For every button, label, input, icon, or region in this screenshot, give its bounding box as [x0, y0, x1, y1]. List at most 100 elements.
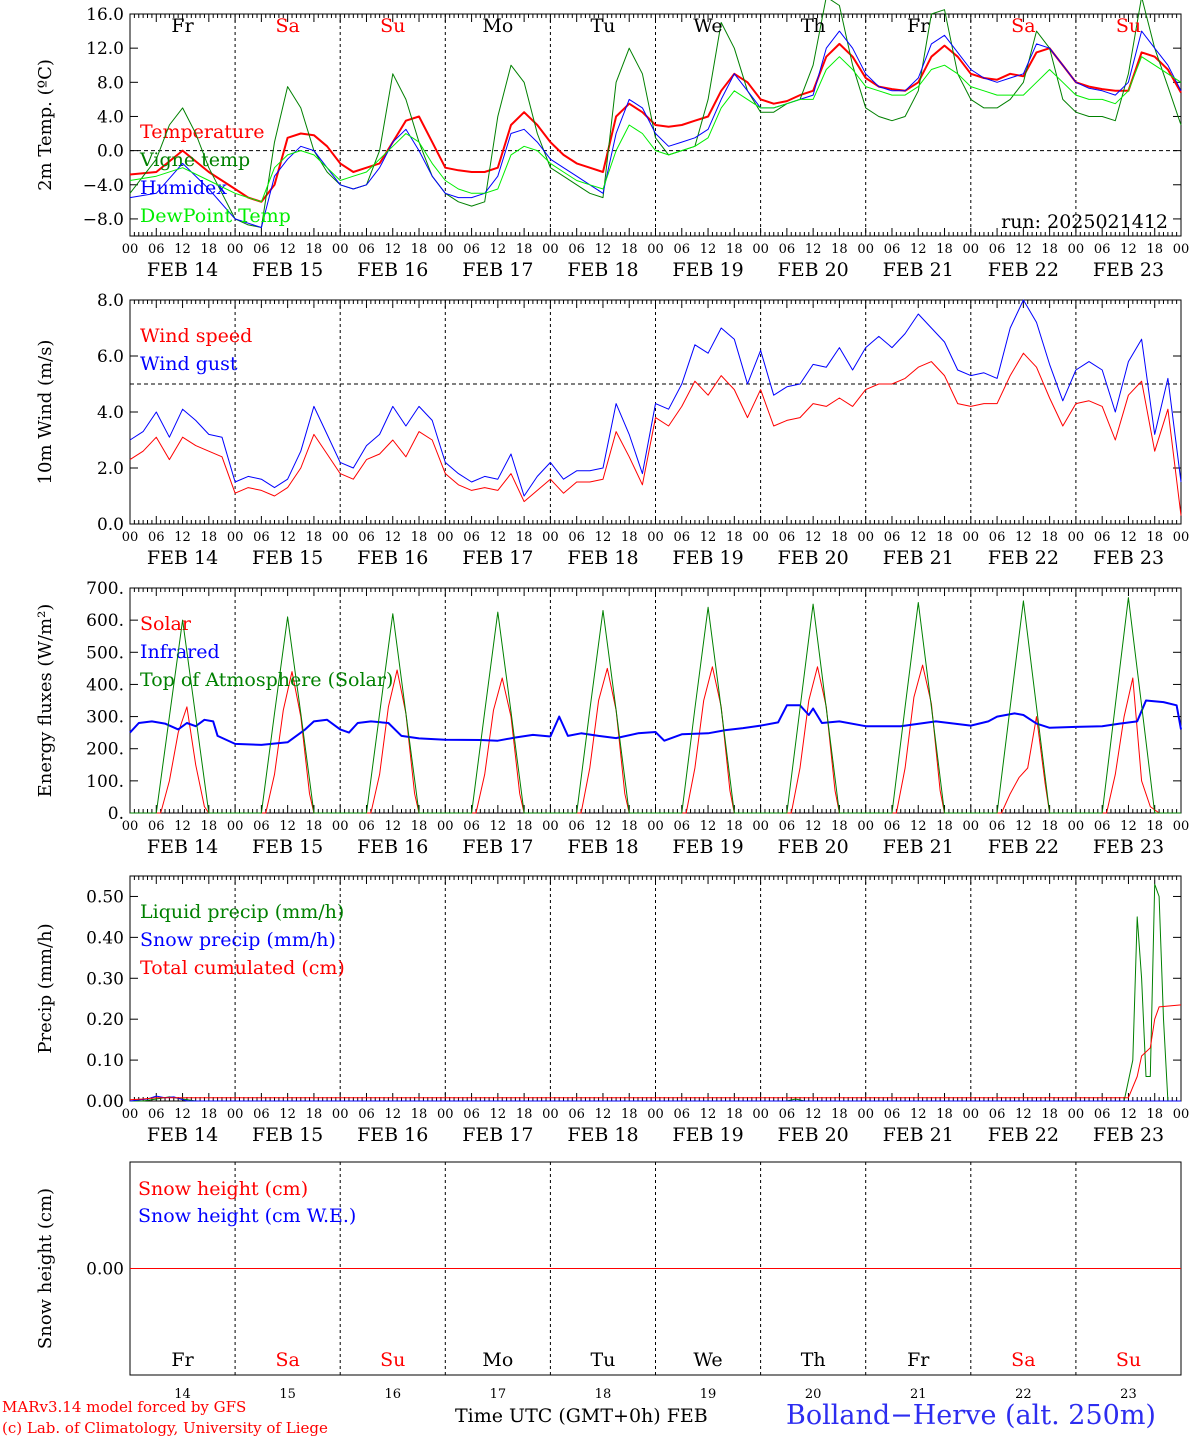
date-label: FEB 15 — [252, 547, 323, 569]
hour-tick-label: 12 — [910, 530, 927, 545]
hour-tick-label: 00 — [1173, 530, 1190, 545]
date-label: FEB 14 — [147, 836, 218, 858]
y-tick-label: 0.40 — [86, 928, 124, 948]
hour-tick-label: 18 — [411, 530, 428, 545]
date-label: FEB 21 — [883, 836, 954, 858]
series-line — [129, 42, 1182, 203]
day-number-label: 14 — [174, 1387, 191, 1402]
day-number-label: 20 — [805, 1387, 822, 1402]
hour-tick-label: 06 — [884, 819, 901, 834]
y-axis-label: Energy fluxes (W/m²) — [35, 604, 56, 798]
hour-tick-label: 06 — [463, 530, 480, 545]
hour-tick-label: 18 — [621, 1107, 638, 1122]
y-axis-label: Precip (mm/h) — [35, 923, 56, 1053]
legend-entry: Total cumulated (cm) — [140, 957, 345, 979]
hour-tick-label: 06 — [253, 1107, 270, 1122]
hour-tick-label: 06 — [989, 530, 1006, 545]
date-label: FEB 22 — [988, 547, 1059, 569]
y-axis-label: 2m Temp. (ºC) — [35, 59, 56, 191]
hour-tick-label: 18 — [411, 1107, 428, 1122]
hour-tick-label: 06 — [358, 530, 375, 545]
hour-tick-label: 12 — [700, 1107, 717, 1122]
day-number-label: 15 — [279, 1387, 296, 1402]
hour-tick-label: 00 — [857, 819, 874, 834]
hour-tick-label: 06 — [358, 242, 375, 257]
hour-tick-label: 12 — [174, 819, 191, 834]
hour-tick-label: 12 — [1015, 1107, 1032, 1122]
y-tick-label: 4.0 — [97, 107, 124, 127]
y-tick-label: 0. — [108, 804, 124, 824]
hour-tick-label: 00 — [542, 242, 559, 257]
hour-tick-label: 18 — [201, 242, 218, 257]
date-label: FEB 14 — [147, 1124, 218, 1146]
hour-tick-label: 06 — [358, 1107, 375, 1122]
legend-entry: Vigne temp — [139, 149, 250, 171]
hour-tick-label: 00 — [332, 1107, 349, 1122]
hour-tick-label: 12 — [700, 530, 717, 545]
series-line — [129, 352, 1182, 516]
hour-tick-label: 00 — [227, 530, 244, 545]
hour-tick-label: 12 — [700, 819, 717, 834]
series-line — [129, 1004, 1182, 1101]
date-label: FEB 17 — [462, 836, 533, 858]
weekday-label: Sa — [1011, 15, 1035, 37]
y-tick-label: 4.0 — [97, 403, 124, 423]
hour-tick-label: 18 — [831, 1107, 848, 1122]
y-tick-label: −4.0 — [83, 176, 124, 196]
weekday-label: Su — [1116, 1349, 1141, 1371]
date-label: FEB 21 — [883, 547, 954, 569]
hour-tick-label: 18 — [726, 1107, 743, 1122]
legend-entry: Snow height (cm) — [138, 1178, 308, 1200]
hour-tick-label: 00 — [542, 819, 559, 834]
y-tick-label: 400. — [86, 675, 124, 695]
hour-tick-label: 12 — [490, 819, 507, 834]
date-label: FEB 20 — [778, 547, 849, 569]
hour-tick-label: 18 — [1041, 819, 1058, 834]
legend-entry: Liquid precip (mm/h) — [140, 901, 344, 923]
weekday-label: Fr — [907, 1349, 930, 1371]
legend-entry: Temperature — [140, 121, 264, 143]
date-label: FEB 16 — [357, 259, 428, 281]
hour-tick-label: 12 — [910, 242, 927, 257]
weekday-label: Sa — [1011, 1349, 1035, 1371]
date-label: FEB 21 — [883, 259, 954, 281]
date-label: FEB 23 — [1093, 1124, 1164, 1146]
station-title: Bolland−Herve (alt. 250m) — [786, 1400, 1156, 1431]
hour-tick-label: 12 — [805, 819, 822, 834]
hour-tick-label: 12 — [384, 1107, 401, 1122]
y-tick-label: 500. — [86, 643, 124, 663]
series-line — [129, 699, 1182, 746]
hour-tick-label: 18 — [306, 819, 323, 834]
hour-tick-label: 12 — [1015, 530, 1032, 545]
y-tick-label: −8.0 — [83, 210, 124, 230]
y-tick-label: 8.0 — [97, 73, 124, 93]
hour-tick-label: 00 — [963, 530, 980, 545]
hour-tick-label: 18 — [306, 530, 323, 545]
hour-tick-label: 18 — [1146, 819, 1163, 834]
plot-frame — [129, 299, 1182, 525]
date-label: FEB 22 — [988, 836, 1059, 858]
day-number-label: 16 — [384, 1387, 401, 1402]
hour-tick-label: 06 — [148, 530, 165, 545]
hour-tick-label: 18 — [516, 1107, 533, 1122]
hour-tick-label: 00 — [227, 819, 244, 834]
hour-tick-label: 12 — [1015, 819, 1032, 834]
hour-tick-label: 12 — [384, 242, 401, 257]
day-number-label: 19 — [700, 1387, 717, 1402]
weekday-label: Tu — [590, 15, 615, 37]
day-number-label: 18 — [595, 1387, 612, 1402]
weekday-label: Sa — [275, 15, 299, 37]
date-label: FEB 17 — [462, 259, 533, 281]
hour-tick-label: 00 — [1173, 242, 1190, 257]
series-line — [130, 597, 1181, 814]
hour-tick-label: 00 — [332, 530, 349, 545]
hour-tick-label: 18 — [201, 530, 218, 545]
hour-tick-label: 18 — [411, 242, 428, 257]
hour-tick-label: 12 — [174, 530, 191, 545]
hour-tick-label: 00 — [227, 1107, 244, 1122]
weekday-label: Mo — [482, 1349, 513, 1371]
weekday-label: Fr — [171, 1349, 194, 1371]
hour-tick-label: 18 — [1146, 1107, 1163, 1122]
hour-tick-label: 06 — [148, 819, 165, 834]
hour-tick-label: 18 — [726, 242, 743, 257]
